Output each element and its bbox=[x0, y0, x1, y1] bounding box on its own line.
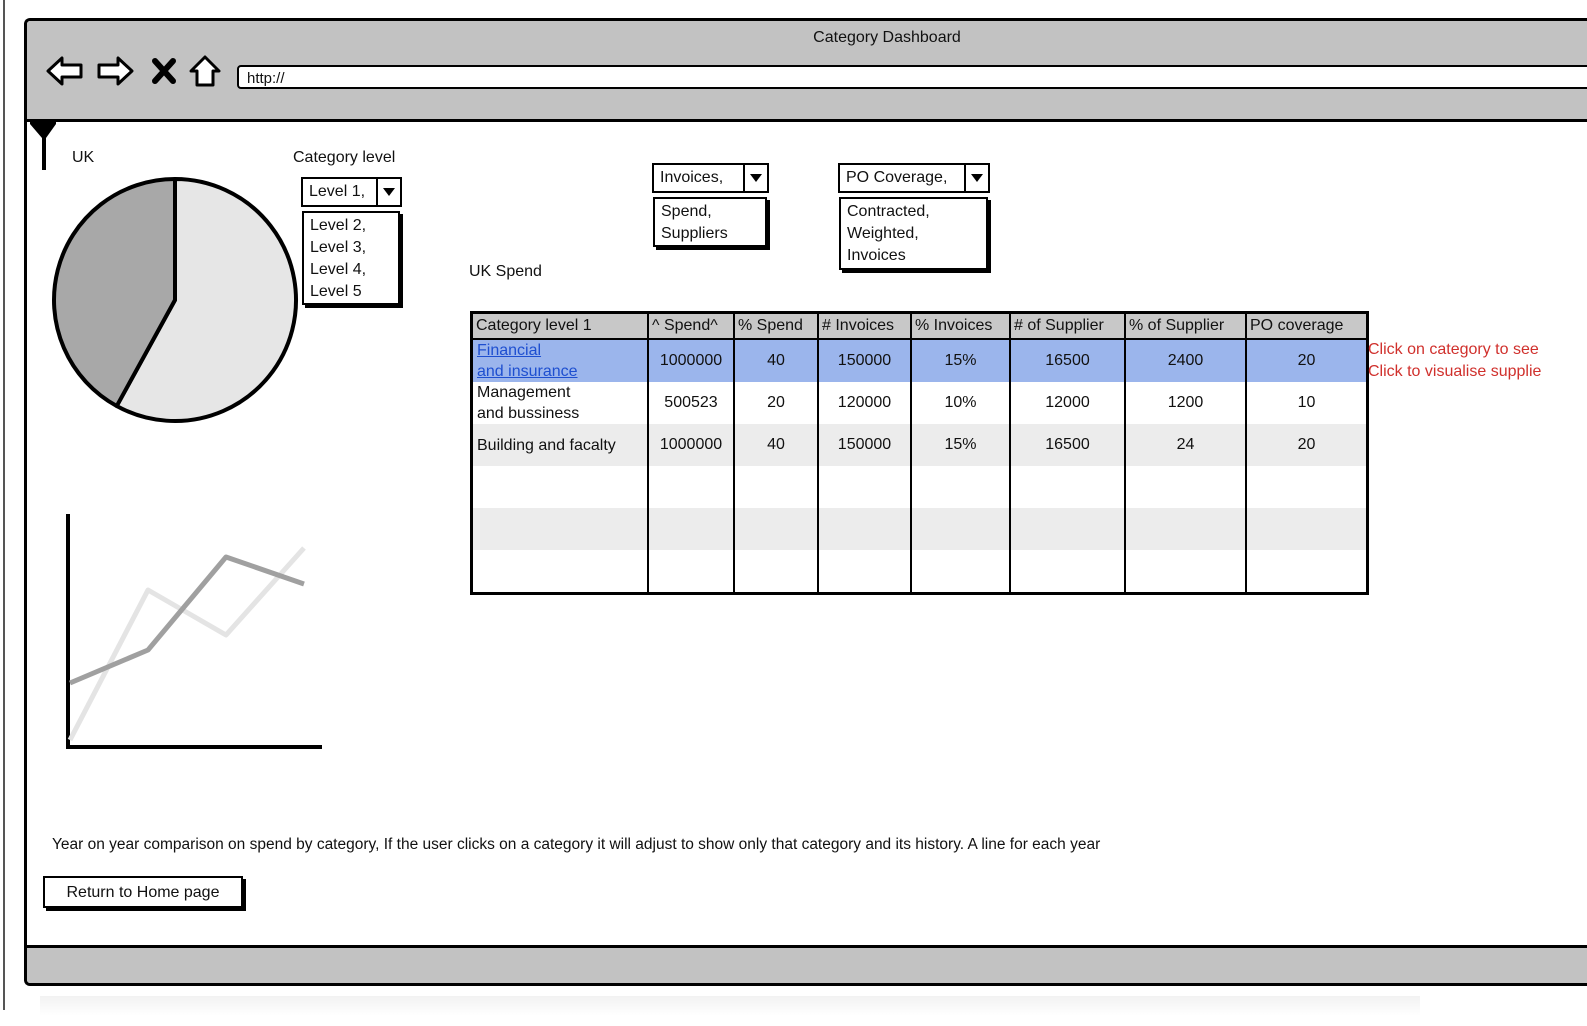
metric-selected: Invoices, bbox=[660, 169, 724, 186]
po-coverage-cell: 10 bbox=[1297, 394, 1316, 411]
column-header[interactable]: % Invoices bbox=[911, 312, 1011, 340]
pct-spend-cell: 40 bbox=[734, 339, 819, 382]
suppliers-cell: 12000 bbox=[1010, 382, 1126, 424]
coverage-select[interactable]: PO Coverage, bbox=[838, 163, 990, 193]
filter-icon[interactable] bbox=[30, 118, 56, 177]
category-level-option[interactable]: Level 2, bbox=[310, 217, 367, 234]
column-header[interactable]: ^ Spend^ bbox=[648, 312, 735, 340]
metric-option[interactable]: Spend, bbox=[661, 203, 712, 220]
suppliers-cell: 16500 bbox=[1010, 424, 1126, 466]
table-row-empty bbox=[471, 466, 1368, 508]
category-level-option[interactable]: Level 5 bbox=[310, 283, 362, 300]
pie-chart bbox=[52, 177, 298, 423]
pct-suppliers-cell: 2400 bbox=[1125, 339, 1247, 382]
category-level-option[interactable]: Level 3, bbox=[310, 239, 367, 256]
column-header[interactable]: PO coverage bbox=[1246, 312, 1368, 340]
pie-slice[interactable] bbox=[52, 177, 177, 409]
spend-cell: 1000000 bbox=[648, 339, 735, 382]
category-name: and bussiness bbox=[477, 405, 580, 422]
category-link[interactable]: and insurance bbox=[477, 363, 578, 380]
category-name: Management bbox=[477, 384, 571, 401]
metric-option[interactable]: Suppliers bbox=[661, 225, 728, 242]
table-title: UK Spend bbox=[469, 263, 542, 280]
category-level-option[interactable]: Level 4, bbox=[310, 261, 367, 278]
pct-suppliers-cell: 24 bbox=[1125, 424, 1247, 466]
home-icon[interactable] bbox=[187, 54, 223, 88]
table-row-empty bbox=[471, 508, 1368, 550]
spend-cell: 1000000 bbox=[648, 424, 735, 466]
column-header[interactable]: Category level 1 bbox=[471, 312, 649, 340]
forward-arrow-icon[interactable] bbox=[95, 54, 135, 88]
category-cell[interactable]: Building and facalty bbox=[471, 424, 649, 466]
pct-invoices-cell: 15% bbox=[911, 424, 1011, 466]
coverage-options: Contracted, Weighted, Invoices bbox=[839, 197, 988, 270]
category-cell[interactable]: Financial and insurance bbox=[471, 339, 649, 382]
table-row[interactable]: Financial and insurance 1000000 40 15000… bbox=[471, 339, 1368, 382]
category-level-select[interactable]: Level 1, bbox=[301, 177, 402, 207]
return-home-button[interactable]: Return to Home page bbox=[43, 876, 243, 908]
table-header-row: Category level 1 ^ Spend^ % Spend # Invo… bbox=[471, 312, 1368, 340]
po-coverage-cell: 20 bbox=[1246, 339, 1368, 382]
coverage-option[interactable]: Contracted, bbox=[847, 203, 930, 220]
pct-spend-cell: 40 bbox=[734, 424, 819, 466]
pct-invoices-cell: 10% bbox=[911, 382, 1011, 424]
category-link[interactable]: Financial bbox=[477, 342, 542, 359]
chevron-down-icon[interactable] bbox=[743, 163, 767, 193]
line-chart bbox=[66, 514, 322, 749]
metric-select[interactable]: Invoices, bbox=[652, 163, 769, 193]
table-row[interactable]: Management and bussiness 500523 20 12000… bbox=[471, 382, 1368, 424]
pct-spend-cell: 20 bbox=[734, 382, 819, 424]
category-name: Building and facalty bbox=[477, 436, 616, 454]
back-arrow-icon[interactable] bbox=[45, 54, 85, 88]
window-title: Category Dashboard bbox=[813, 29, 961, 46]
region-label: UK bbox=[72, 149, 95, 166]
page-shadow bbox=[40, 996, 1420, 1016]
browser-status-bar bbox=[27, 945, 1587, 983]
pct-invoices-cell: 15% bbox=[911, 339, 1011, 382]
invoices-cell: 150000 bbox=[818, 339, 912, 382]
category-cell[interactable]: Management and bussiness bbox=[471, 382, 649, 424]
coverage-option[interactable]: Invoices bbox=[847, 247, 906, 264]
coverage-option[interactable]: Weighted, bbox=[847, 225, 919, 242]
stop-icon[interactable] bbox=[149, 54, 179, 88]
pct-suppliers-cell: 1200 bbox=[1125, 382, 1247, 424]
chevron-down-icon[interactable] bbox=[964, 163, 988, 193]
address-text: http:// bbox=[247, 70, 285, 87]
note-text: Click to visualise supplie bbox=[1368, 363, 1542, 380]
spend-table: Category level 1 ^ Spend^ % Spend # Invo… bbox=[470, 311, 1369, 595]
page-frame bbox=[3, 0, 1587, 1010]
chart-description: Year on year comparison on spend by cate… bbox=[52, 836, 1101, 853]
chevron-down-icon[interactable] bbox=[376, 177, 400, 207]
category-level-selected: Level 1, bbox=[309, 183, 366, 200]
column-header[interactable]: % of Supplier bbox=[1125, 312, 1247, 340]
suppliers-cell: 16500 bbox=[1010, 339, 1126, 382]
table-row-empty bbox=[471, 550, 1368, 594]
category-level-options: Level 2, Level 3, Level 4, Level 5 bbox=[302, 211, 400, 305]
column-header[interactable]: # of Supplier bbox=[1010, 312, 1126, 340]
table-row[interactable]: Building and facalty 1000000 40 150000 1… bbox=[471, 424, 1368, 466]
address-bar[interactable]: http:// bbox=[237, 65, 1587, 89]
category-level-label: Category level bbox=[293, 149, 396, 166]
metric-options: Spend, Suppliers bbox=[653, 197, 767, 247]
invoices-cell: 120000 bbox=[818, 382, 912, 424]
spend-cell: 500523 bbox=[648, 382, 735, 424]
series-line bbox=[69, 554, 305, 686]
column-header[interactable]: # Invoices bbox=[818, 312, 912, 340]
column-header[interactable]: % Spend bbox=[734, 312, 819, 340]
po-coverage-cell: 20 bbox=[1246, 424, 1368, 466]
note-text: Click on category to see bbox=[1368, 341, 1539, 358]
browser-chrome: Category Dashboard http:// bbox=[27, 21, 1587, 122]
pie-slice[interactable] bbox=[114, 177, 298, 423]
invoices-cell: 150000 bbox=[818, 424, 912, 466]
coverage-selected: PO Coverage, bbox=[846, 169, 948, 186]
series-line bbox=[67, 546, 306, 742]
